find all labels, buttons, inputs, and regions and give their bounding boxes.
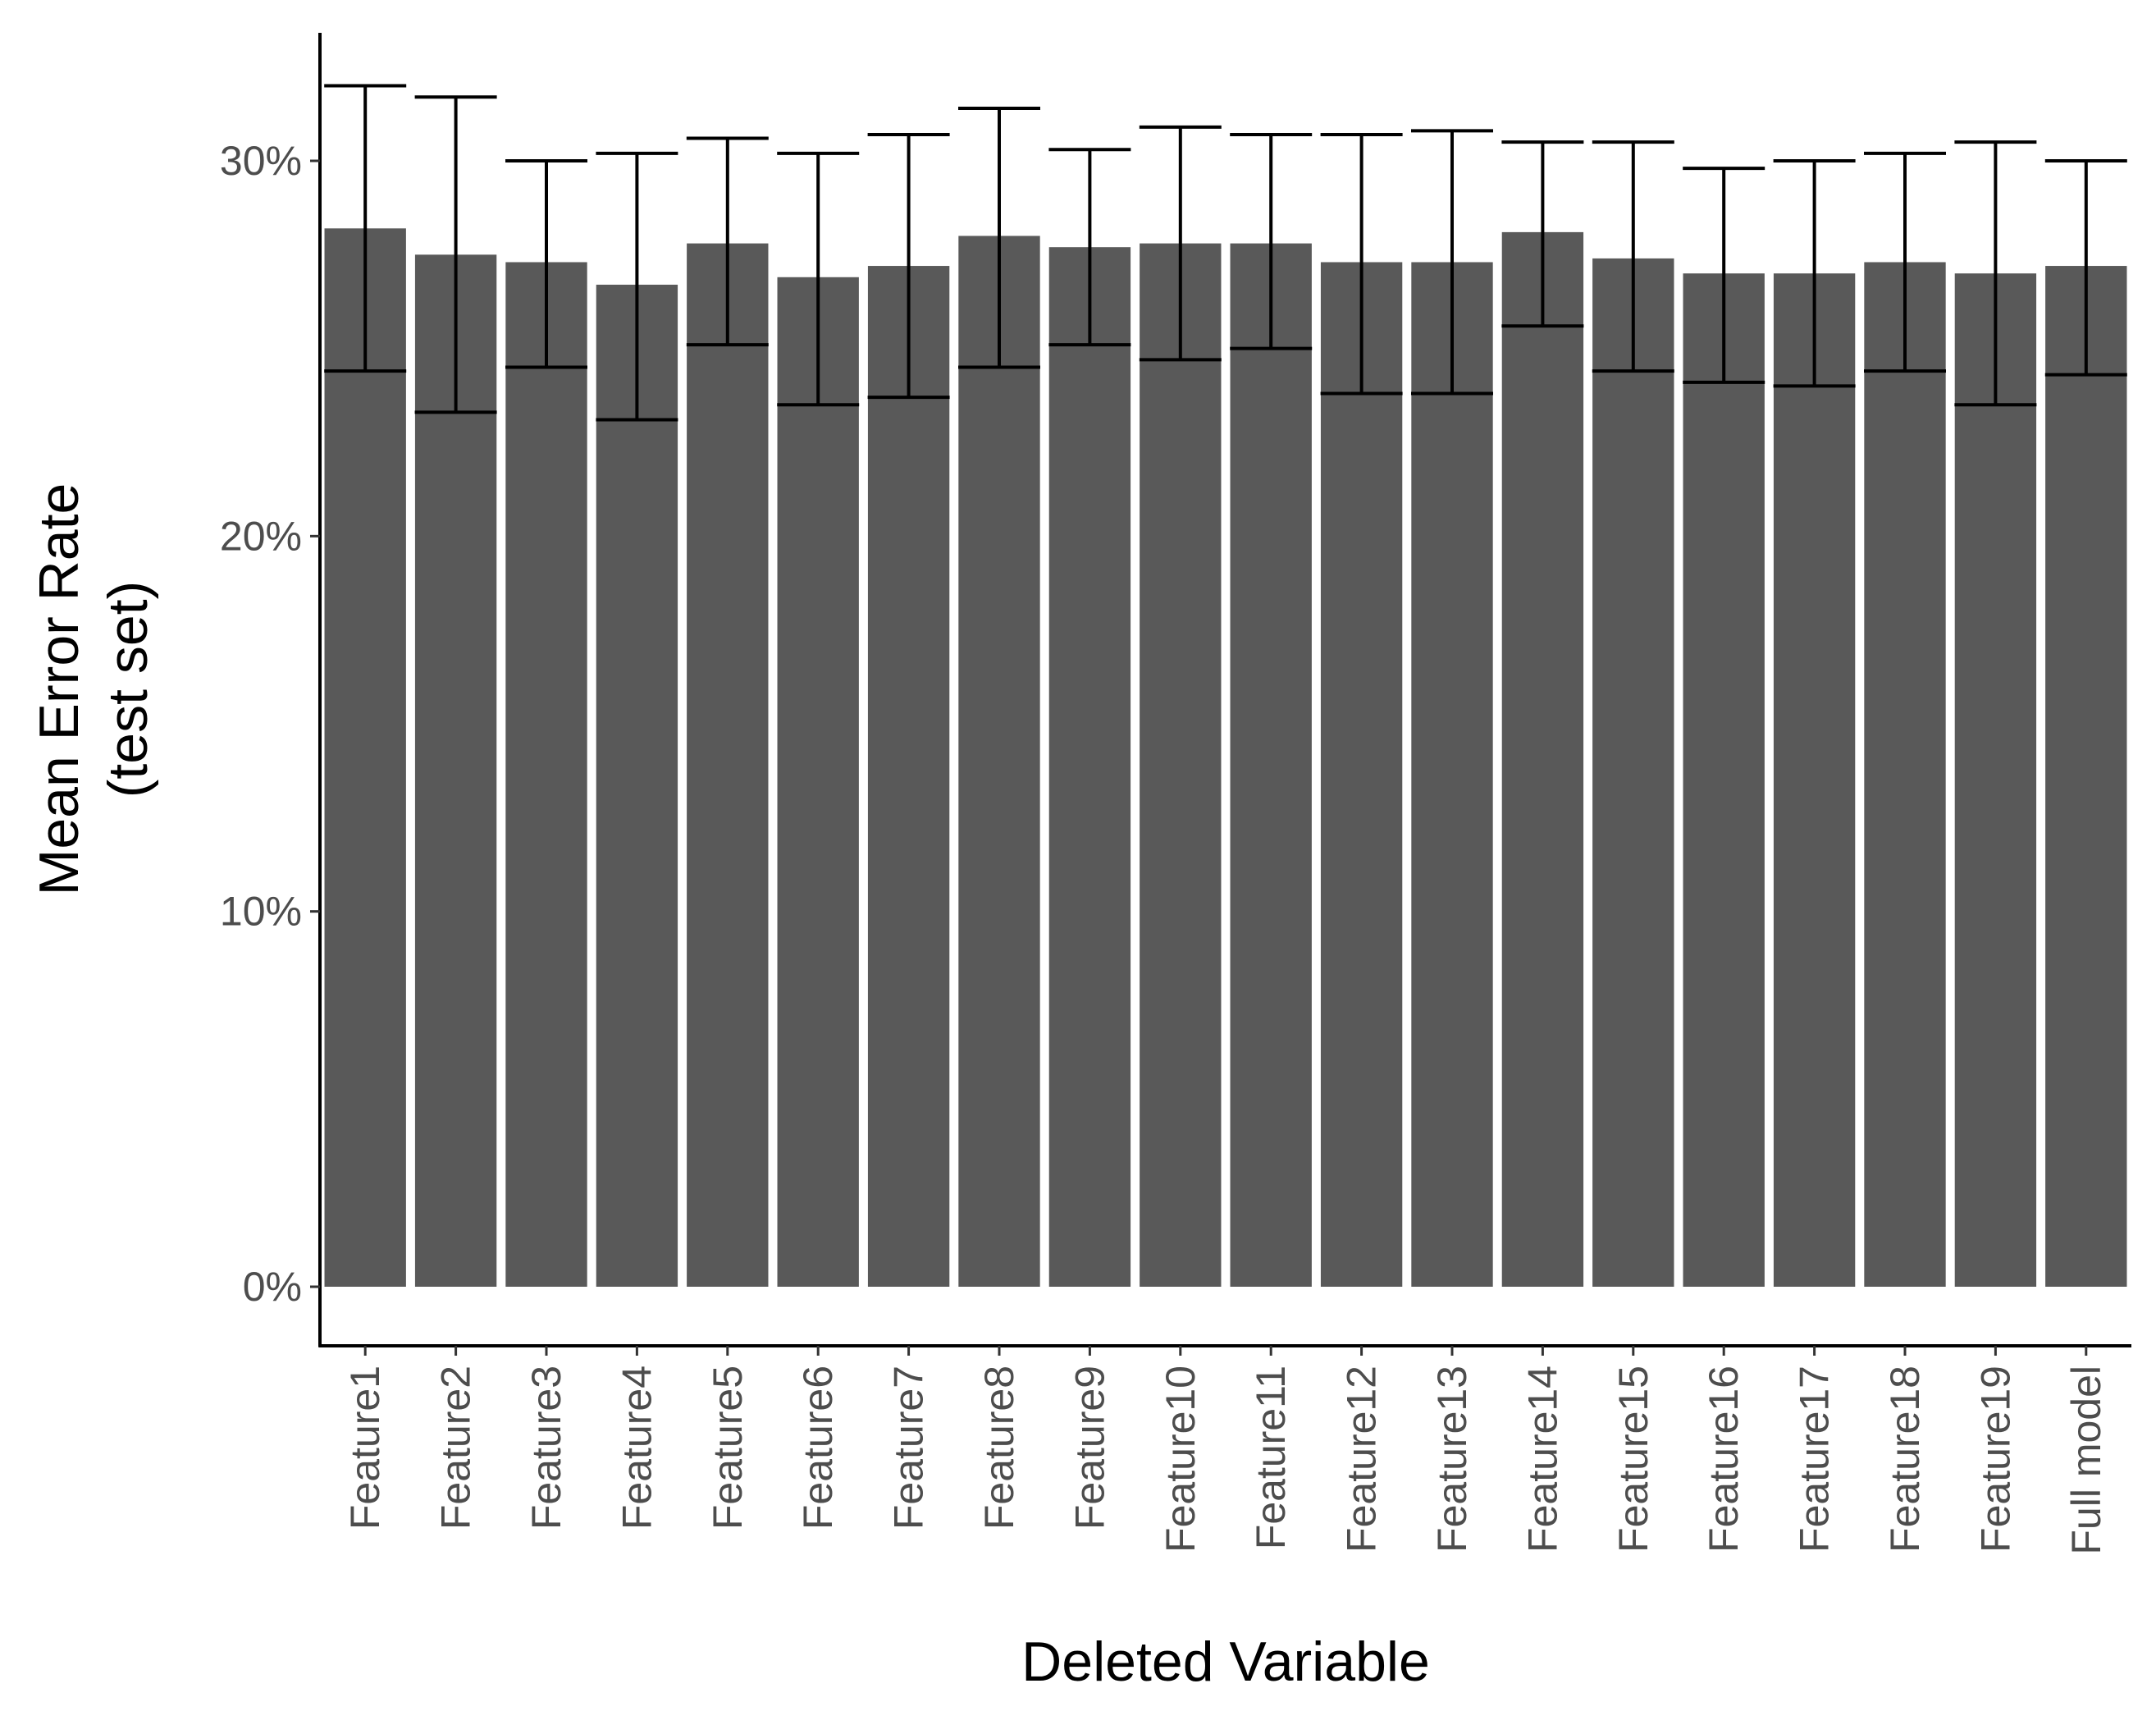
error-bar-feature13 xyxy=(1411,129,1493,396)
bar-feature12 xyxy=(1320,262,1403,1288)
error-bar-feature14 xyxy=(1501,140,1584,328)
error-bar-full-model xyxy=(2044,159,2127,377)
x-tick-label: Feature17 xyxy=(1792,1366,1838,1553)
bar-full-model xyxy=(2045,266,2127,1287)
error-bar-feature18 xyxy=(1864,151,1946,373)
x-tick-label: Feature12 xyxy=(1339,1366,1385,1553)
error-bar-feature6 xyxy=(777,151,860,407)
y-tick-label: 30% xyxy=(220,138,302,184)
x-tick-label: Feature9 xyxy=(1067,1366,1112,1530)
bar-feature14 xyxy=(1501,231,1584,1287)
bars-group xyxy=(324,228,2127,1288)
x-tick-label: Full model xyxy=(2063,1366,2109,1555)
x-tick-label: Feature16 xyxy=(1701,1366,1747,1553)
error-bar-feature15 xyxy=(1592,140,1674,373)
bar-feature18 xyxy=(1864,262,1946,1288)
error-bar-feature12 xyxy=(1320,132,1403,396)
x-axis-title: Deleted Variable xyxy=(1021,1631,1430,1693)
y-axis-title: Mean Error Rate (test set) xyxy=(28,483,159,896)
bar-feature19 xyxy=(1954,273,2037,1288)
x-tick-label: Feature1 xyxy=(342,1366,388,1530)
bar-feature4 xyxy=(596,284,678,1287)
x-tick-label: Feature5 xyxy=(705,1366,751,1530)
error-bar-feature10 xyxy=(1139,125,1222,362)
x-tick-label: Feature4 xyxy=(614,1366,660,1530)
bar-feature2 xyxy=(414,254,497,1288)
error-bar-feature7 xyxy=(867,132,950,400)
error-bar-feature16 xyxy=(1683,167,1765,384)
error-bar-feature5 xyxy=(686,136,769,347)
bar-feature17 xyxy=(1773,273,1856,1288)
error-bar-feature11 xyxy=(1230,132,1313,350)
bar-feature10 xyxy=(1140,243,1222,1287)
bar-feature6 xyxy=(777,277,859,1287)
x-tick-label: Feature15 xyxy=(1610,1366,1656,1553)
bar-feature5 xyxy=(687,243,769,1287)
error-bar-feature1 xyxy=(324,84,407,373)
axes-group xyxy=(318,33,2131,1347)
error-bar-feature3 xyxy=(505,159,587,369)
error-bar-feature17 xyxy=(1773,159,1856,388)
bar-feature7 xyxy=(867,266,950,1287)
error-bars-group xyxy=(324,84,2127,422)
x-tick-label: Feature13 xyxy=(1429,1366,1475,1553)
bar-feature9 xyxy=(1048,247,1131,1288)
error-bar-feature2 xyxy=(414,95,497,414)
x-tick-label: Feature3 xyxy=(523,1366,569,1530)
y-tick-label: 10% xyxy=(220,889,302,935)
x-tick-label: Feature2 xyxy=(433,1366,479,1530)
bar-feature13 xyxy=(1411,262,1493,1288)
y-axis-title-line: Mean Error Rate xyxy=(28,483,90,896)
x-tick-label: Feature10 xyxy=(1158,1366,1204,1553)
bar-feature16 xyxy=(1683,273,1765,1288)
bar-feature1 xyxy=(324,228,406,1287)
x-tick-label: Feature18 xyxy=(1882,1366,1928,1553)
y-tick-label: 20% xyxy=(220,513,302,559)
error-bar-feature19 xyxy=(1954,140,2037,407)
error-bar-feature4 xyxy=(596,151,678,422)
x-tick-label: Feature11 xyxy=(1248,1366,1294,1549)
x-tick-label: Feature7 xyxy=(886,1366,932,1530)
error-bar-feature8 xyxy=(958,106,1040,369)
x-tick-label: Feature6 xyxy=(795,1366,841,1530)
bar-feature8 xyxy=(958,236,1040,1288)
bar-feature3 xyxy=(505,262,587,1288)
bar-feature15 xyxy=(1592,258,1674,1287)
y-ticks-group: 0% 10% 20% 30% xyxy=(220,138,320,1310)
x-tick-label: Feature19 xyxy=(1972,1366,2018,1553)
x-tick-label: Feature14 xyxy=(1519,1366,1565,1553)
x-ticks-group: Feature1 Feature2 Feature3 Feature4 Feature5… xyxy=(342,1346,2109,1555)
y-axis-title-line: (test set) xyxy=(97,581,159,798)
x-tick-label: Feature8 xyxy=(976,1366,1022,1530)
y-tick-label: 0% xyxy=(243,1264,302,1310)
bar-feature11 xyxy=(1230,243,1312,1287)
error-bar-feature9 xyxy=(1048,148,1131,347)
